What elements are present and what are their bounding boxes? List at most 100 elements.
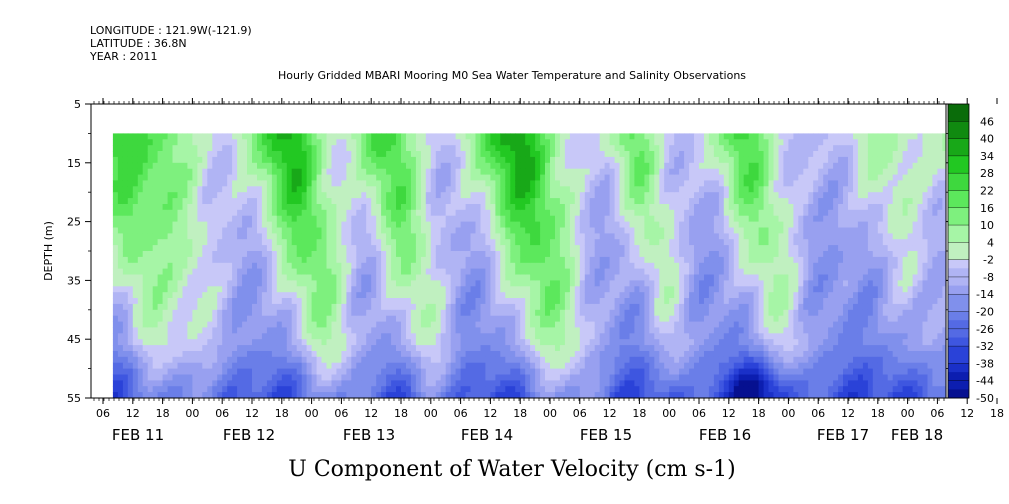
heatmap-cell [410,298,417,305]
heatmap-cell [629,380,635,387]
heatmap-cell [465,192,471,199]
heatmap-cell [346,174,352,181]
heatmap-cell [475,368,481,375]
heatmap-cell [505,309,511,317]
heatmap-cell [276,233,283,240]
heatmap-cell [182,286,188,293]
heatmap-cell [217,286,223,293]
heatmap-cell [386,280,392,287]
heatmap-cell [182,368,188,375]
heatmap-cell [316,145,322,152]
heatmap-cell [172,162,178,170]
heatmap-cell [157,280,163,287]
heatmap-cell [619,245,625,252]
heatmap-cell [450,362,457,369]
heatmap-cell [396,156,402,164]
heatmap-cell [644,333,650,340]
heatmap-cell [301,327,308,334]
heatmap-cell [420,162,427,170]
heatmap-cell [117,227,124,234]
heatmap-cell [520,280,526,287]
heatmap-cell [440,233,447,240]
heatmap-cell [639,198,645,205]
heatmap-cell [346,192,352,199]
heatmap-cell [222,233,228,240]
heatmap-cell [346,198,352,205]
heatmap-cell [579,227,586,234]
heatmap-cell [112,386,119,393]
heatmap-cell [182,309,188,317]
heatmap-cell [564,192,571,199]
heatmap-cell [520,368,526,375]
heatmap-cell [545,298,551,305]
heatmap-cell [540,227,546,234]
heatmap-cell [535,139,541,146]
heatmap-cell [127,298,134,305]
heatmap-cell [227,262,233,270]
heatmap-cell [579,139,586,146]
heatmap-cell [589,345,596,352]
heatmap-cell [336,315,342,322]
heatmap-cell [490,292,496,299]
heatmap-cell [420,145,427,152]
heatmap-cell [440,368,447,375]
heatmap-cell [614,262,620,270]
heatmap-cell [555,351,561,358]
heatmap-cell [520,245,526,252]
heatmap-cell [112,374,119,381]
heatmap-cell [286,209,293,217]
heatmap-cell [460,268,466,275]
heatmap-cell [520,256,526,264]
heatmap-cell [629,168,635,175]
heatmap-cell [410,274,417,281]
heatmap-cell [550,198,556,205]
heatmap-cell [361,286,367,293]
heatmap-cell [445,239,452,246]
heatmap-cell [440,286,447,293]
heatmap-cell [614,280,620,287]
heatmap-cell [212,392,218,399]
heatmap-cell [629,345,635,352]
heatmap-cell [197,280,203,287]
heatmap-cell [247,362,253,369]
heatmap-cell [217,386,223,393]
heatmap-cell [515,239,521,246]
heatmap-cell [167,321,173,328]
heatmap-cell [406,256,412,264]
heatmap-cell [361,327,367,334]
heatmap-cell [485,356,491,364]
heatmap-cell [112,239,119,246]
heatmap-cell [475,327,481,334]
heatmap-cell [406,286,412,293]
heatmap-cell [371,133,377,140]
heatmap-cell [619,233,625,240]
heatmap-cell [142,139,149,146]
heatmap-cell [386,327,392,334]
heatmap-cell [122,174,129,181]
heatmap-cell [147,233,154,240]
heatmap-cell [559,256,566,264]
heatmap-cell [336,221,342,228]
heatmap-cell [376,333,382,340]
heatmap-cell [530,156,536,164]
heatmap-cell [391,209,397,217]
heatmap-cell [530,174,536,181]
heatmap-cell [152,386,159,393]
heatmap-cell [654,298,660,305]
heatmap-cell [321,221,327,228]
heatmap-cell [152,256,159,264]
heatmap-cell [222,315,228,322]
heatmap-cell [594,262,601,270]
heatmap-cell [450,386,457,393]
heatmap-cell [177,268,183,275]
heatmap-cell [495,186,501,193]
heatmap-cell [495,327,501,334]
heatmap-cell [659,215,665,222]
heatmap-cell [619,333,625,340]
heatmap-cell [326,380,332,387]
heatmap-cell [555,192,561,199]
heatmap-cell [574,321,581,328]
heatmap-cell [396,368,402,375]
heatmap-cell [505,145,511,152]
